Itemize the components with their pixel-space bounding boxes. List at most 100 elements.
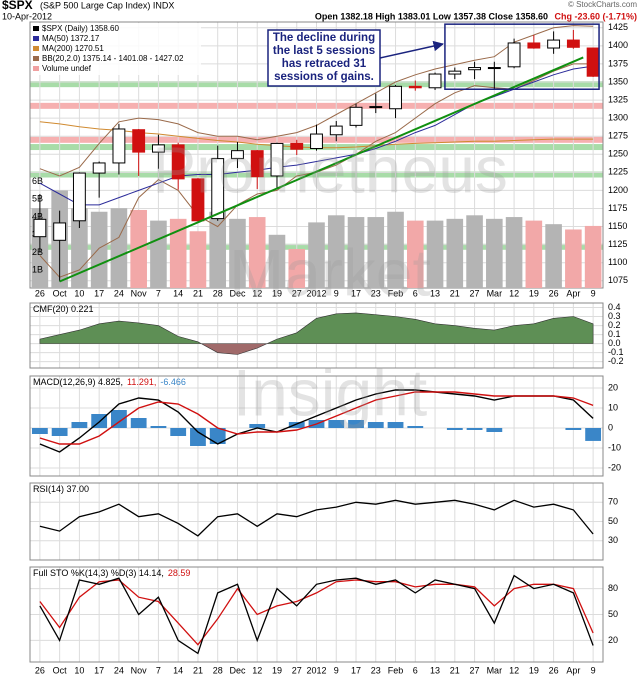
candle-body: [389, 85, 402, 110]
y-tick-label: 1225: [608, 167, 628, 177]
cmf-area-positive: [39, 312, 594, 344]
volume-bar: [229, 218, 246, 288]
x-tick-label: 9: [591, 665, 596, 675]
volume-bar: [327, 215, 345, 288]
candle-body: [586, 47, 600, 77]
histogram-bar: [190, 428, 206, 446]
x-tick-label: 24: [114, 665, 124, 675]
highlight-box: [444, 23, 600, 90]
legend-entry: Volume undef: [42, 64, 92, 73]
panel-title-part: CMF(20) 0.221: [33, 304, 94, 314]
candle-body: [527, 42, 541, 49]
x-tick-label: 21: [193, 288, 203, 298]
header-title: (S&P 500 Large Cap Index) INDX: [40, 0, 174, 10]
y-tick-label: 0.2: [608, 320, 621, 330]
candle-body: [211, 158, 225, 220]
y-tick-label: 20: [608, 382, 618, 392]
symbol: $SPX: [2, 0, 33, 12]
candle-body: [112, 128, 126, 164]
series-line: [39, 389, 594, 453]
x-tick-label: 23: [371, 288, 381, 298]
x-tick-label: 26: [35, 288, 45, 298]
histogram-bar: [209, 428, 226, 444]
candle-body: [290, 142, 304, 150]
x-tick-label: Oct: [53, 288, 68, 298]
panel-frame: [29, 375, 604, 477]
y-tick-label: 0.4: [608, 302, 621, 312]
series-line: [39, 499, 594, 537]
x-tick-label: 12: [509, 665, 519, 675]
histogram-bar: [407, 426, 424, 428]
y-tick-label: 10: [608, 402, 618, 412]
x-tick-label: 7: [156, 288, 161, 298]
y-tick-label: 1350: [608, 76, 628, 86]
panel-frame: [29, 566, 604, 663]
legend-entry: BB(20,2.0) 1375.14 - 1401.08 - 1427.02: [42, 54, 184, 63]
series-line: [39, 65, 594, 206]
volume-bar: [347, 217, 365, 288]
legend-swatch: [33, 36, 39, 41]
panel-frame: [29, 302, 604, 369]
candle-body: [566, 39, 580, 48]
y-tick-label: 0.1: [608, 329, 621, 339]
x-tick-label: 9: [334, 288, 339, 298]
watermark: Insight: [233, 355, 427, 429]
x-tick-label: 23: [371, 665, 381, 675]
y-tick-label: 1200: [608, 185, 628, 195]
y-tick-label: 1125: [608, 239, 627, 249]
y-tick-label: 0: [608, 422, 613, 432]
y-tick-label: 1250: [608, 149, 628, 159]
x-tick-label: 21: [450, 288, 460, 298]
y-tick-label: 1100: [608, 257, 627, 267]
volume-bar: [525, 220, 543, 288]
candle-body: [92, 162, 106, 174]
x-tick-label: 6: [413, 665, 418, 675]
x-tick-label: 21: [450, 665, 460, 675]
x-tick-label: Mar: [487, 665, 503, 675]
volume-bar: [446, 218, 464, 288]
x-tick-label: 17: [94, 288, 104, 298]
histogram-bar: [466, 428, 483, 430]
legend-swatch: [33, 56, 39, 61]
x-tick-label: 12: [252, 288, 262, 298]
histogram-bar: [150, 426, 167, 428]
y-tick-label: -20: [608, 462, 621, 472]
candle-body: [468, 67, 481, 71]
volume-tick-label: 4B: [32, 211, 43, 221]
x-tick-label: 28: [213, 665, 223, 675]
y-tick-label: 1175: [608, 203, 627, 213]
y-tick-label: 70: [608, 497, 618, 507]
y-tick-label: 1325: [608, 94, 628, 104]
x-tick-label: 17: [351, 288, 361, 298]
histogram-bar: [249, 424, 266, 428]
legend-swatch: [33, 66, 39, 71]
panel-title: Full STO %K(14,3) %D(3) 14.14, 28.59: [33, 568, 190, 578]
x-tick-label: 7: [156, 665, 161, 675]
x-tick-label: Nov: [131, 288, 148, 298]
x-tick-label: Apr: [566, 288, 580, 298]
annotation-line: the last 5 sessions: [273, 45, 375, 57]
volume-bar: [90, 211, 108, 288]
y-tick-label: 30: [608, 535, 618, 545]
panel-title-part: 11.291,: [127, 377, 156, 387]
volume-bar: [466, 215, 483, 288]
histogram-bar: [51, 428, 68, 436]
y-tick-label: 50: [608, 516, 618, 526]
y-tick-label: 80: [608, 583, 618, 593]
x-tick-label: 9: [334, 665, 339, 675]
legend-entry: MA(50) 1372.17: [42, 34, 100, 43]
candle-body: [329, 125, 343, 136]
candle-body: [507, 42, 521, 68]
panel-title-part: MACD(12,26,9) 4.825,: [33, 377, 123, 387]
volume-bar: [169, 218, 187, 288]
legend-swatch: [33, 26, 39, 31]
y-tick-label: 0.0: [608, 338, 621, 348]
legend-entry: $SPX (Daily) 1358.60: [42, 24, 119, 33]
histogram-bar: [170, 428, 187, 436]
x-tick-label: 14: [173, 665, 183, 675]
candle-body: [310, 133, 323, 149]
x-tick-label: 24: [114, 288, 124, 298]
candle-body: [191, 178, 205, 222]
histogram-bar: [486, 428, 503, 432]
candle-body: [33, 218, 47, 238]
